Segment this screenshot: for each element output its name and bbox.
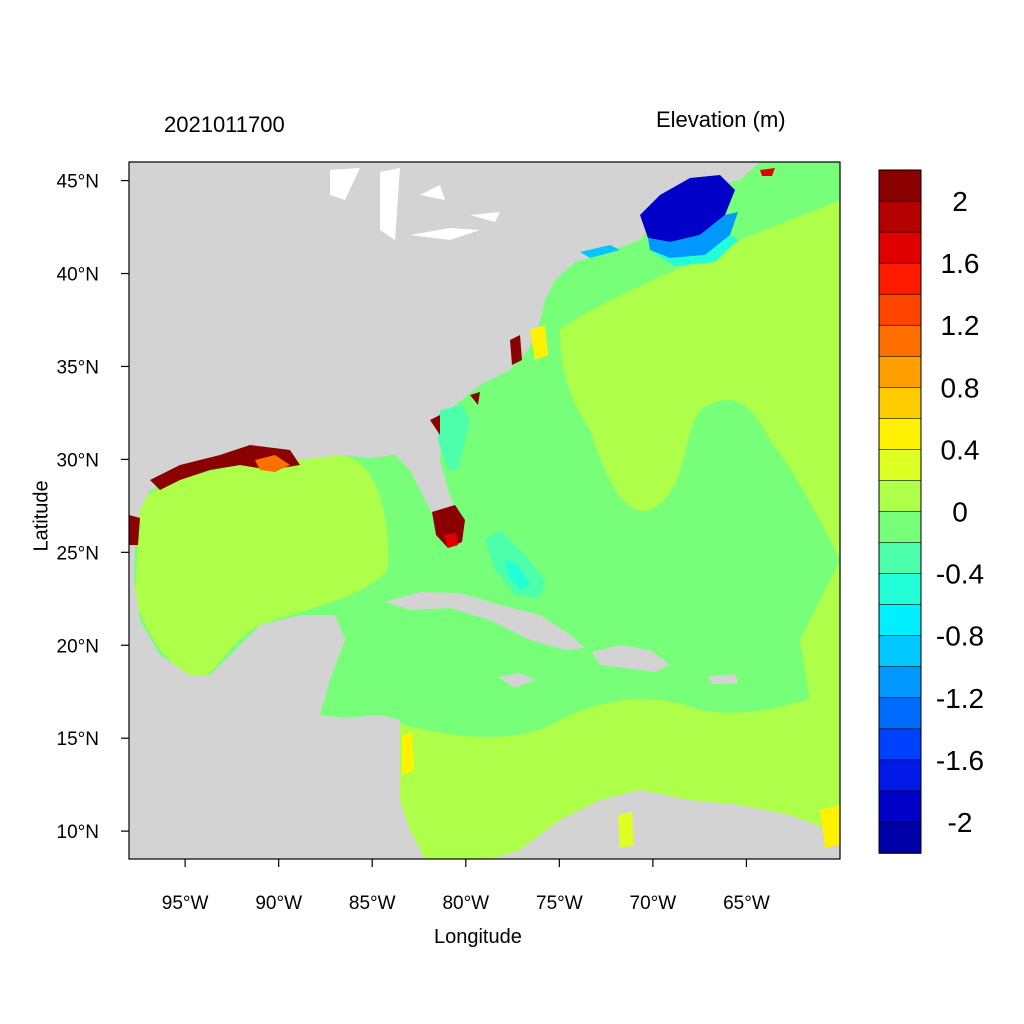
colorbar-swatch	[878, 324, 922, 358]
colorbar-label: -0.8	[936, 621, 984, 652]
colorbar-swatch	[878, 387, 922, 420]
chesapeake-warm	[530, 325, 548, 360]
florida-shelf	[438, 405, 470, 470]
x-tick-label: 80°W	[442, 893, 489, 914]
colorbar-swatch	[878, 790, 922, 823]
jamaica	[498, 673, 535, 688]
colorbar-swatch	[878, 573, 922, 606]
map-variable-title: Elevation (m)	[656, 107, 786, 132]
central-america-warm	[402, 732, 414, 775]
x-tick-label: 95°W	[162, 893, 209, 914]
louisiana-coast-high	[150, 445, 300, 490]
y-tick-label: 35°N	[57, 357, 99, 378]
gulf-of-mexico	[135, 455, 389, 680]
colorbar-swatch	[878, 604, 922, 637]
south-florida-high	[432, 505, 465, 548]
colorbar-label: -1.6	[936, 745, 984, 776]
cuba	[385, 592, 585, 650]
great-lakes	[330, 168, 500, 240]
colorbar-swatch	[878, 728, 922, 761]
y-tick-label: 45°N	[57, 172, 99, 193]
colorbar-swatch	[878, 480, 922, 513]
colorbar-swatch	[878, 449, 922, 482]
x-tick-label: 65°W	[723, 893, 770, 914]
east-coast-high	[430, 335, 522, 435]
x-tick-label: 85°W	[349, 893, 396, 914]
map-panel	[129, 162, 840, 859]
x-axis: 95°W 90°W 85°W 80°W 75°W 70°W 65°W	[162, 859, 770, 914]
colorbar-swatch	[878, 418, 922, 451]
colorbar-swatch	[878, 355, 922, 389]
y-tick-label: 40°N	[57, 265, 99, 286]
louisiana-delta-warm	[255, 455, 290, 472]
colorbar-label: 1.6	[941, 248, 980, 279]
south-america-land	[490, 790, 840, 859]
colorbar-label: 1.2	[941, 310, 980, 341]
gulf-of-maine-low	[640, 175, 735, 242]
y-tick-label: 10°N	[57, 822, 99, 843]
colorbar-label: -1.2	[936, 683, 984, 714]
colorbar-swatch	[878, 542, 922, 575]
east-atlantic-strip	[800, 560, 840, 700]
y-tick-label: 15°N	[57, 729, 99, 750]
colorbar-swatch	[878, 759, 922, 792]
puerto-rico	[708, 674, 738, 684]
colorbar-swatch	[878, 231, 922, 264]
y-tick-label: 25°N	[57, 543, 99, 564]
colorbar-swatch	[878, 200, 922, 233]
gulf-of-maine-edge	[650, 235, 738, 266]
bahamas-shallows	[505, 560, 530, 590]
x-axis-label: Longitude	[434, 926, 522, 948]
x-tick-label: 70°W	[630, 893, 677, 914]
hispaniola	[592, 645, 670, 672]
colorbar-swatch	[878, 262, 922, 295]
maracaibo-warm	[618, 812, 634, 848]
colorbar-frame	[878, 169, 922, 854]
colorbar-swatch	[878, 511, 922, 544]
long-island-sound	[580, 245, 620, 258]
colorbar-swatch	[878, 169, 922, 202]
colorbar-swatch	[878, 697, 922, 730]
colorbar-label: -0.4	[936, 559, 984, 590]
colorbar-swatch	[878, 821, 922, 854]
y-tick-label: 30°N	[57, 450, 99, 471]
atlantic-positive-zone	[560, 200, 840, 560]
colorbar-swatch	[878, 635, 922, 668]
colorbar-label: 0.8	[941, 372, 980, 403]
colorbar-label: 0	[952, 497, 968, 528]
gulf-of-maine-mid	[648, 212, 738, 258]
orinoco-warm	[820, 805, 840, 848]
map-timestamp: 2021011700	[164, 112, 285, 137]
x-tick-label: 90°W	[255, 893, 302, 914]
y-tick-label: 20°N	[57, 636, 99, 657]
colorbar-label: 2	[952, 186, 968, 217]
colorbar-swatch	[878, 666, 922, 699]
y-axis: 45°N 40°N 35°N 30°N 25°N 20°N 15°N 10°N	[57, 172, 129, 843]
x-tick-label: 75°W	[536, 893, 583, 914]
colorbar-label: -2	[948, 807, 973, 838]
elevation-colorbar: 2 1.6 1.2 0.8 0.4 0 -0.4 -0.8 -1.2 -1.6 -2	[878, 169, 984, 854]
bay-of-fundy-high	[760, 168, 775, 176]
florida-keys-high	[444, 533, 458, 548]
map-frame	[128, 161, 841, 860]
colorbar-label: 0.4	[941, 434, 980, 465]
colorbar-swatch	[878, 293, 922, 327]
texas-coast-high	[129, 515, 140, 545]
